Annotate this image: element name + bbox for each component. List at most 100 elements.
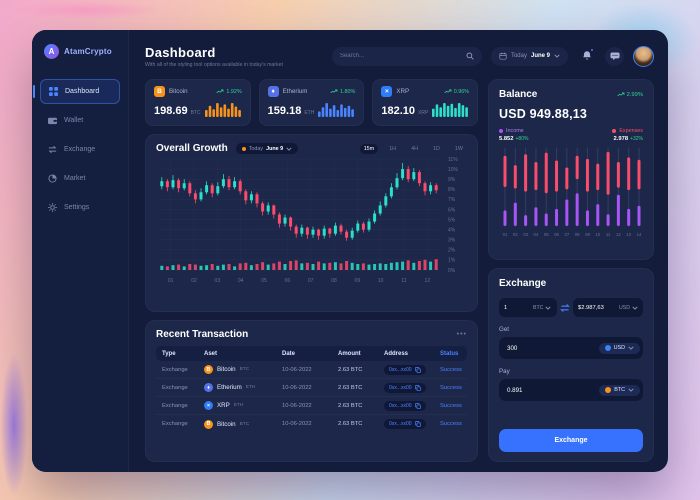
svg-text:11: 11 [606,232,611,237]
sidebar-item-exchange[interactable]: Exchange [40,137,120,162]
get-input[interactable] [507,344,599,352]
table-row[interactable]: Exchange B Bitcoin BTC 10-06-2022 2.63 BTC 0xx… [156,361,467,379]
balance-panel: Balance 2.99% USD 949.88,13 Income 5.852… [488,79,654,260]
pay-field[interactable]: BTC [499,379,643,401]
exchange-button[interactable]: Exchange [499,429,643,452]
sidebar-item-label: Settings [64,204,90,211]
tx-asset: × XRP ETH [204,401,282,410]
pay-currency-select[interactable]: BTC [599,384,640,396]
svg-text:07: 07 [564,232,569,237]
xrp-icon: × [381,86,393,97]
search-bar[interactable] [331,46,482,66]
to-currency-select[interactable]: USD [619,305,638,311]
exchange-icon [48,145,57,154]
get-currency-select[interactable]: USD [598,342,640,354]
svg-text:08: 08 [331,278,337,284]
balance-change: 2.99% [616,92,643,98]
tx-date: 10-06-2022 [282,421,312,427]
tx-status-badge: Success [440,402,462,409]
convert-from-input[interactable] [504,304,530,311]
growth-header: Overall Growth Today June 9 15m 1H 4H 1D 1W [156,143,467,154]
search-input[interactable] [339,53,460,59]
user-avatar[interactable] [633,45,654,67]
column-header-status: Status [440,350,459,357]
crypto-card-xrp[interactable]: × XRP 0.96% 182.10 XRP [372,79,479,126]
converter-row: BTC USD [499,298,643,317]
bitcoin-icon: B [204,419,213,429]
tx-amount: 2.63 BTC [338,366,363,373]
crypto-card-etherium[interactable]: ♦ Etherium 1.80% 159.18 ETH [258,79,365,126]
income-dot-icon [499,129,503,133]
messages-button[interactable] [605,46,624,66]
income-value: 5.852 [499,136,514,142]
tx-address[interactable]: 0xx...xx00 [384,419,426,429]
range-button-1h[interactable]: 1H [389,145,397,152]
tx-address[interactable]: 0xx...xx00 [384,364,426,375]
column-header-date: Date [282,350,296,357]
expenses-change: +32% [630,136,643,142]
svg-text:08: 08 [575,232,580,237]
svg-text:7%: 7% [448,197,456,203]
page-title: Dashboard [145,44,216,60]
svg-text:03: 03 [215,278,221,284]
coin-sparkline-chart [318,103,355,117]
notification-dot [590,47,594,52]
transactions-header: Recent Transaction ••• [156,329,467,340]
from-currency-select[interactable]: BTC [533,305,551,311]
swap-icon[interactable] [560,303,570,313]
tx-asset: B Bitcoin BTC [204,365,282,374]
notifications-button[interactable] [577,47,596,66]
coin-name: Bitcoin [169,88,188,95]
more-menu-icon[interactable]: ••• [456,331,467,338]
tx-type: Exchange [162,421,188,427]
sidebar-item-settings[interactable]: Settings [40,195,120,220]
sidebar-item-label: Dashboard [65,88,100,95]
svg-text:11: 11 [401,278,406,284]
tx-asset: B Bitcoin BTC [204,419,282,429]
get-field[interactable]: USD [499,337,643,359]
tx-type: Exchange [162,384,188,391]
chevron-down-icon [286,147,292,151]
svg-text:02: 02 [191,278,197,284]
coin-value: 159.18 [267,105,302,117]
table-row[interactable]: Exchange B Bitcoin BTC 10-06-2022 2.63 BTC 0xx… [156,415,467,433]
page-subtitle: With all of the styling tool options ava… [145,61,283,68]
range-button-1d[interactable]: 1D [433,145,440,152]
tx-address[interactable]: 0xx...xx00 [384,382,426,393]
svg-text:0%: 0% [448,268,456,274]
title-block: Dashboard With all of the styling tool o… [145,45,283,68]
range-button-15m[interactable]: 15m [359,143,379,154]
xrp-icon: × [204,401,213,410]
crypto-card-bitcoin[interactable]: B Bitcoin 1.92% 198.69 BTC [145,79,251,126]
convert-to-field[interactable]: USD [573,298,643,317]
growth-date-filter[interactable]: Today June 9 [235,143,299,154]
candlestick-chart: 01 02 03 04 05 06 07 08 09 10 11 12 11% 10% 9% 8% 7% 6% 5%… [159,157,459,284]
convert-from-field[interactable]: BTC [499,298,557,317]
brand-logo-icon: A [44,44,59,59]
tx-address[interactable]: 0xx...xx00 [384,400,426,411]
range-button-1w[interactable]: 1W [454,145,463,152]
table-row[interactable]: Exchange × XRP ETH 10-06-2022 2.63 BTC 0xx...x… [156,397,467,415]
sidebar-item-market[interactable]: Market [40,166,120,191]
date-picker[interactable]: Today June 9 [490,46,568,66]
right-column: Balance 2.99% USD 949.88,13 Income 5.852… [488,79,654,462]
sidebar-item-wallet[interactable]: Wallet [40,108,120,133]
content: Dashboard With all of the styling tool o… [129,30,668,472]
pay-label: Pay [499,368,510,375]
sidebar-item-label: Market [64,175,86,182]
coin-sparkline-chart [432,103,468,117]
coin-unit: ETH [304,110,315,116]
pay-input[interactable] [507,386,600,394]
sidebar-item-dashboard[interactable]: Dashboard [33,79,120,104]
orange-dot-icon [241,146,246,151]
table-row[interactable]: Exchange ♦ Etherium ETH 10-06-2022 2.63 BTC 0x… [156,379,467,397]
svg-text:12: 12 [425,278,431,284]
svg-text:01: 01 [503,232,508,237]
convert-to-input[interactable] [578,304,616,311]
range-button-4h[interactable]: 4H [411,145,418,152]
svg-text:4%: 4% [448,227,456,233]
settings-icon [48,203,57,212]
svg-text:8%: 8% [448,187,456,193]
bell-icon [582,51,591,60]
brand: A AtamCrypto [32,44,128,75]
